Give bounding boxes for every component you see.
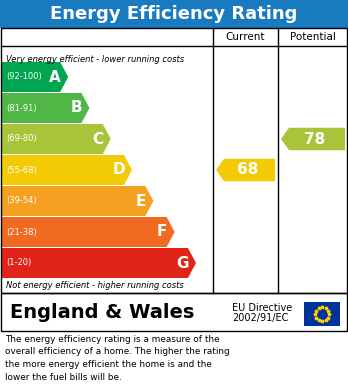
Polygon shape xyxy=(1,186,153,216)
Text: EU Directive: EU Directive xyxy=(232,303,292,313)
Bar xyxy=(1,293,347,331)
Text: Very energy efficient - lower running costs: Very energy efficient - lower running co… xyxy=(6,54,184,63)
Text: (21-38): (21-38) xyxy=(6,228,37,237)
Polygon shape xyxy=(281,128,345,150)
Text: A: A xyxy=(49,70,61,84)
Text: Energy Efficiency Rating: Energy Efficiency Rating xyxy=(50,5,298,23)
Polygon shape xyxy=(216,159,275,181)
Text: (39-54): (39-54) xyxy=(6,197,37,206)
Text: Not energy efficient - higher running costs: Not energy efficient - higher running co… xyxy=(6,282,184,291)
Text: D: D xyxy=(113,163,125,178)
Polygon shape xyxy=(1,217,175,247)
Bar xyxy=(0,0,348,28)
Text: G: G xyxy=(177,255,189,271)
Text: (1-20): (1-20) xyxy=(6,258,31,267)
Text: England & Wales: England & Wales xyxy=(10,303,195,321)
Polygon shape xyxy=(1,155,132,185)
Text: (81-91): (81-91) xyxy=(6,104,37,113)
Text: E: E xyxy=(135,194,145,208)
Polygon shape xyxy=(1,124,111,154)
Text: 78: 78 xyxy=(304,131,326,147)
Bar xyxy=(1,28,347,293)
Bar xyxy=(0,28,348,293)
Bar xyxy=(304,302,340,326)
Text: C: C xyxy=(92,131,103,147)
Polygon shape xyxy=(1,62,68,92)
Text: 2002/91/EC: 2002/91/EC xyxy=(232,313,288,323)
Text: (69-80): (69-80) xyxy=(6,135,37,143)
Text: Current: Current xyxy=(226,32,265,42)
Text: B: B xyxy=(71,100,82,115)
Text: Potential: Potential xyxy=(290,32,336,42)
Polygon shape xyxy=(1,248,196,278)
Text: (55-68): (55-68) xyxy=(6,165,37,174)
Text: 68: 68 xyxy=(237,163,258,178)
Polygon shape xyxy=(1,93,89,123)
Text: (92-100): (92-100) xyxy=(6,72,42,81)
Text: F: F xyxy=(157,224,167,240)
Text: The energy efficiency rating is a measure of the
overall efficiency of a home. T: The energy efficiency rating is a measur… xyxy=(5,335,230,382)
